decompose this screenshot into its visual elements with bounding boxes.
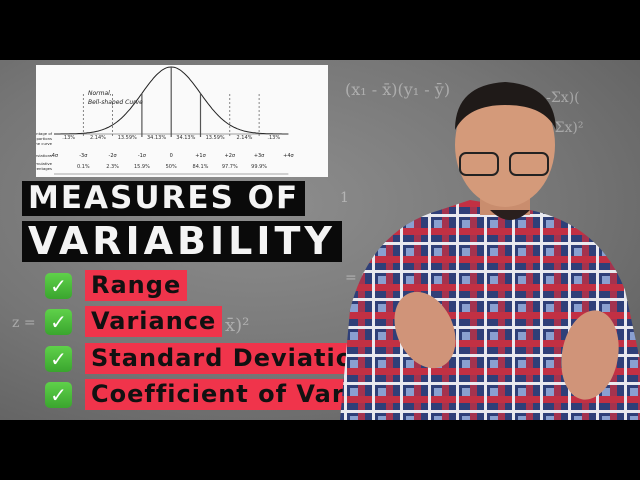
normal-distribution-diagram: Normal, Bell-shaped Curve Percentage ofcas… [36,65,328,177]
cumulative-percentage: 97.7% [222,164,238,170]
item-standard-deviation: Standard Deviation [85,343,378,374]
cumulative-percentage: 2.3% [106,164,119,170]
std-dev-tick: +4σ [283,153,294,159]
std-dev-tick: -3σ [79,153,88,159]
segment-percentage: .13% [62,135,75,141]
std-dev-tick: +2σ [225,153,236,159]
segment-percentage: 2.14% [237,135,253,141]
row-label-percentage: cases in 8 portions [36,136,52,141]
title-line-2: VARIABILITY [22,221,342,262]
cumulative-percentage: 84.1% [193,164,209,170]
cumulative-percentage: 15.9% [134,164,150,170]
presenter-photo [340,82,640,420]
segment-percentage: 34.13% [147,135,166,141]
cumulative-percentage: 0.1% [77,164,90,170]
item-range: Range [85,270,188,301]
item-variance: Variance [85,306,223,337]
std-dev-tick: -4σ [50,153,59,159]
std-dev-tick: 0 [170,153,173,159]
row-label-cumulative: Cumulative [36,161,53,166]
check-mark-button-icon: ✓ [45,309,72,335]
std-dev-tick: -2σ [109,153,118,159]
std-dev-tick: -1σ [138,153,147,159]
segment-percentage: 13.59% [118,135,137,141]
check-mark-button-icon: ✓ [45,273,72,299]
std-dev-tick: +1σ [195,153,206,159]
cumulative-percentage: 50% [166,164,177,170]
row-label-percentage: Percentage of [36,131,53,136]
title-line-1: MEASURES OF [22,181,306,216]
segment-percentage: 2.14% [90,135,106,141]
letterbox-top [0,0,640,60]
row-label-std-dev: Standard Deviations [36,153,52,158]
check-mark-button-icon: ✓ [45,382,72,408]
row-label-cumulative: Percentages [36,166,52,171]
segment-percentage: 13.59% [206,135,225,141]
curve-label: Normal, [88,90,112,97]
check-mark-button-icon: ✓ [45,346,72,372]
letterbox-bottom [0,420,640,480]
curve-label: Bell-shaped Curve [88,99,143,106]
row-label-percentage: of the curve [36,141,53,146]
cumulative-percentage: 99.9% [251,164,267,170]
segment-percentage: 34.13% [176,135,195,141]
std-dev-tick: +3σ [254,153,265,159]
segment-percentage: .13% [267,135,280,141]
